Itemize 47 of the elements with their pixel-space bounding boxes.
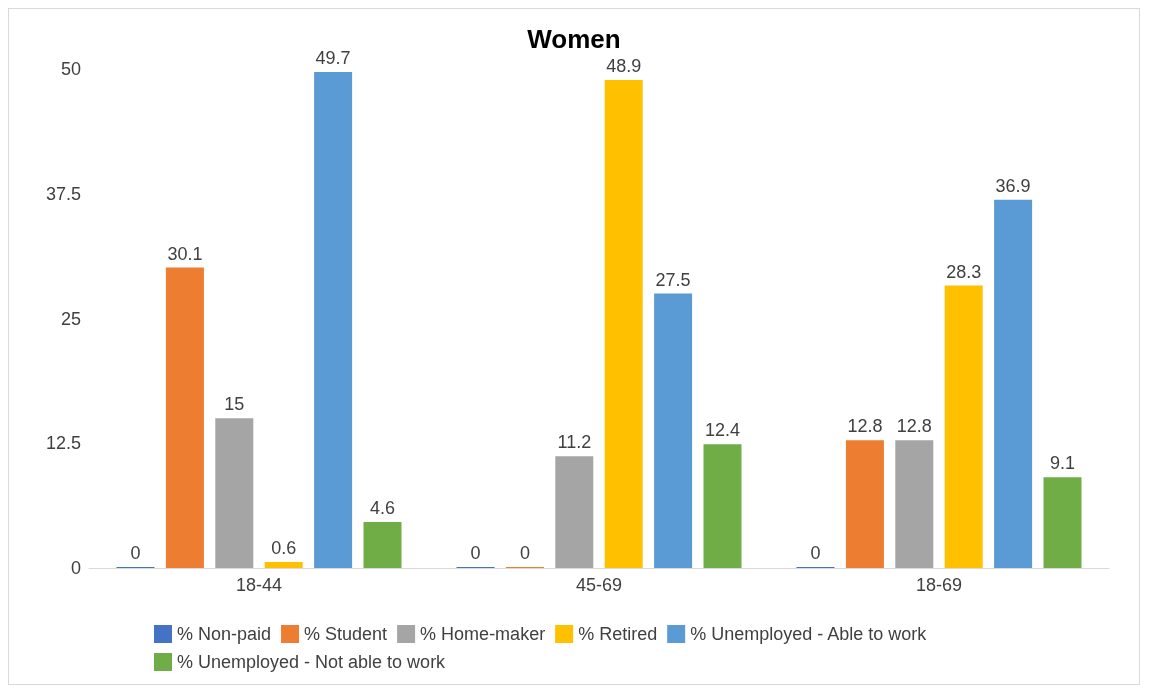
bar xyxy=(604,79,643,568)
data-label: 0 xyxy=(470,543,481,563)
data-label: 36.9 xyxy=(995,175,1031,196)
bar xyxy=(555,456,594,568)
data-label: 9.1 xyxy=(1049,453,1076,474)
y-tick-label: 50 xyxy=(60,59,81,79)
y-tick-label: 12.5 xyxy=(45,433,81,454)
data-label: 11.2 xyxy=(557,432,592,453)
data-label: 0 xyxy=(130,543,141,563)
data-label: 12.8 xyxy=(847,416,883,437)
legend-label: % Non-paid xyxy=(177,624,272,644)
data-label: 30.1 xyxy=(167,243,203,264)
data-label: 48.9 xyxy=(606,55,642,76)
bar xyxy=(994,199,1033,568)
data-label: 12.8 xyxy=(896,416,932,437)
data-label: 15 xyxy=(224,394,245,415)
y-tick-label: 37.5 xyxy=(45,183,81,204)
x-tick-label: 45-69 xyxy=(575,575,623,595)
y-tick-label: 25 xyxy=(60,308,81,329)
data-label: 12.4 xyxy=(704,420,741,441)
data-label: 0 xyxy=(519,543,530,563)
data-label: 0.6 xyxy=(271,538,297,559)
bar xyxy=(264,562,303,568)
bar xyxy=(1043,477,1082,568)
chart-title: Women xyxy=(527,24,621,54)
legend-label: % Home-maker xyxy=(420,624,546,644)
bar xyxy=(215,418,254,568)
legend-label: % Student xyxy=(304,624,388,644)
bar xyxy=(895,440,934,568)
legend-label: % Unemployed - Not able to work xyxy=(177,652,447,672)
x-tick-label: 18-44 xyxy=(235,575,283,595)
y-tick-label: 0 xyxy=(70,558,81,578)
data-label: 0 xyxy=(810,543,821,563)
bar xyxy=(654,293,693,568)
x-tick-label: 18-69 xyxy=(915,575,963,595)
bar xyxy=(845,440,884,568)
bar xyxy=(363,522,402,568)
legend-label: % Retired xyxy=(578,624,658,644)
data-label: 49.7 xyxy=(315,47,351,68)
data-label: 28.3 xyxy=(946,261,982,282)
bar xyxy=(165,267,204,568)
bar xyxy=(314,71,353,568)
bar xyxy=(944,285,983,568)
data-label: 27.5 xyxy=(655,269,691,290)
data-label: 4.6 xyxy=(369,498,396,519)
bar xyxy=(703,444,742,568)
legend-label: % Unemployed - Able to work xyxy=(690,624,928,644)
